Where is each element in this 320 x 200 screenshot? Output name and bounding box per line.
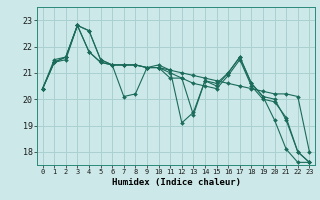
X-axis label: Humidex (Indice chaleur): Humidex (Indice chaleur) <box>111 178 241 187</box>
